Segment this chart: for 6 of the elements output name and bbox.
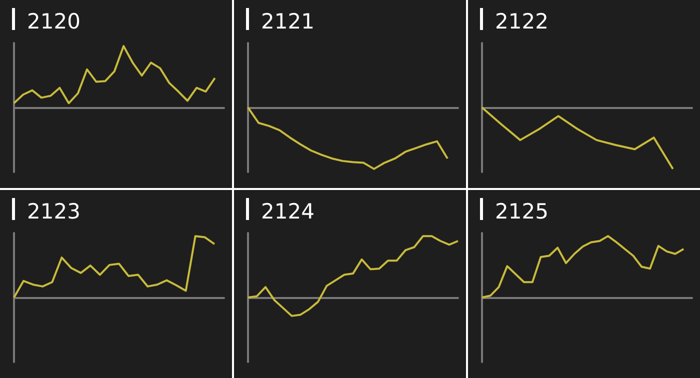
chart-title: 2122 (495, 10, 548, 34)
chart-title: 2123 (27, 200, 80, 224)
chart-title: 2120 (27, 10, 80, 34)
chart-title: 2121 (261, 10, 314, 34)
chart-title: 2124 (261, 200, 314, 224)
chart-title: 2125 (495, 200, 548, 224)
